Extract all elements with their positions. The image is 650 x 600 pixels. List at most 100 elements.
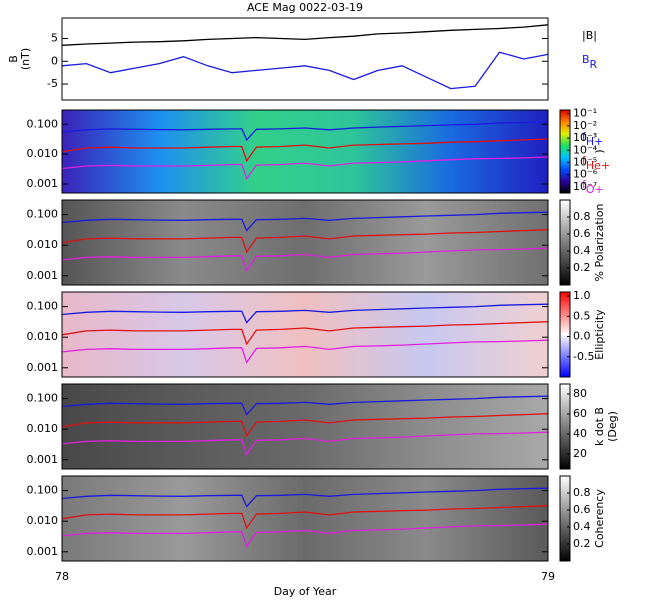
y-tick-label: 0.001 [27,545,59,558]
x-tick-label: 78 [55,570,69,583]
colorbar-tick-label: 10⁻² [573,119,597,132]
data-line [61,431,549,456]
colorbar-tick-label: 0.2 [573,537,591,550]
data-line [61,395,549,416]
data-line [61,121,549,142]
colorbar-tick-label: 60 [573,407,587,420]
y-tick-label: 0.010 [27,422,59,435]
legend-entry: BR [582,53,598,71]
spectrogram-background [62,476,548,561]
colorbar-label: k dot B [593,407,606,446]
y-tick-label: 0.001 [27,177,59,190]
legend-name: B [582,53,590,66]
plot-frame [61,109,549,194]
data-line [61,229,549,254]
y-tick-label: 0.010 [27,330,59,343]
colorbar-tick-label: 80 [573,387,587,400]
colorbar-tick-label: 10⁻⁴ [573,143,598,156]
colorbar-tick-label: 20 [573,447,587,460]
spectrogram-background [62,110,548,193]
y-tick-label: 0.100 [27,300,59,313]
plot-frame [61,291,549,378]
colorbar-label: ) [593,149,606,153]
colorbar-tick-label: 0.4 [573,244,591,257]
legend-subscript: O+ [586,183,604,196]
colorbar-tick-label: 10⁻⁷ [573,180,597,193]
x-axis-label: Day of Year [274,585,337,598]
colorbar-tick-label: 1.0 [573,289,591,302]
colorbar [559,109,571,194]
colorbar-tick-label: 0.5 [573,309,591,322]
y-tick-label: -5 [47,77,58,90]
data-line [61,505,549,530]
spectrogram-background [62,384,548,469]
y-tick-label: 0.100 [27,484,59,497]
data-line [61,156,549,181]
colorbar-tick-label: 0.4 [573,520,591,533]
legend-entry: fH+ [582,130,603,148]
y-axis-label: (nT) [19,48,32,70]
y-tick-label: 0 [51,54,58,67]
y-tick-label: 5 [51,32,58,45]
y-tick-label: 0.001 [27,453,59,466]
spectrogram-background [62,200,548,285]
colorbar-tick-label: 0.8 [573,210,591,223]
data-line [61,339,549,364]
y-tick-label: 0.100 [27,117,59,130]
data-line [61,303,549,324]
plot-frame [61,475,549,562]
legend-name: f [582,154,587,167]
colorbar-label: (Deg) [606,411,619,442]
plot-frame [61,383,549,470]
colorbar-label: % Polarization [593,204,606,282]
legend-name: f [582,130,587,143]
y-tick-label: 0.100 [27,392,59,405]
legend-entry: |B| [582,29,597,42]
colorbar-tick-label: 0.6 [573,503,591,516]
y-tick-label: 0.001 [27,269,59,282]
data-line [61,51,549,90]
plot-frame [61,199,549,286]
colorbar-tick-label: 10⁻¹ [573,107,597,120]
y-tick-label: 0.010 [27,147,59,160]
colorbar-tick-label: -0.5 [573,350,594,363]
chart-title: ACE Mag 0022-03-19 [247,1,363,14]
y-tick-label: 0.001 [27,361,59,374]
legend-subscript: He+ [586,159,610,172]
legend-name: f [582,178,587,191]
data-line [61,247,549,272]
spectrogram-background [62,292,548,377]
data-line [61,487,549,508]
legend-subscript: H+ [586,135,604,148]
y-tick-label: 0.010 [27,514,59,527]
colorbar-label: Coherency [593,489,606,548]
plot-frame [61,17,549,101]
colorbar-tick-label: 0.2 [573,261,591,274]
colorbar [559,475,571,562]
colorbar-tick-label: 0.6 [573,227,591,240]
x-tick-label: 79 [541,570,555,583]
colorbar-tick-label: 0.8 [573,486,591,499]
colorbar-tick-label: 10⁻⁶ [573,168,598,181]
colorbar-tick-label: 40 [573,427,587,440]
colorbar [559,199,571,286]
colorbar-tick-label: 0.0 [573,330,591,343]
data-line [61,321,549,346]
colorbar [559,383,571,470]
data-line [61,138,549,163]
legend-subscript: R [590,58,598,71]
legend-entry: fO+ [582,178,604,196]
data-line [61,523,549,548]
y-tick-label: 0.100 [27,208,59,221]
y-tick-label: 0.010 [27,238,59,251]
y-axis-label: B [7,55,20,63]
legend-entry: fHe+ [582,154,610,172]
colorbar-tick-label: 10⁻³ [573,131,597,144]
legend-name: |B| [582,29,597,42]
colorbar-label: Ellipticity [593,309,606,360]
data-line [61,413,549,438]
colorbar-tick-label: 10⁻⁵ [573,155,597,168]
data-line [61,24,549,46]
